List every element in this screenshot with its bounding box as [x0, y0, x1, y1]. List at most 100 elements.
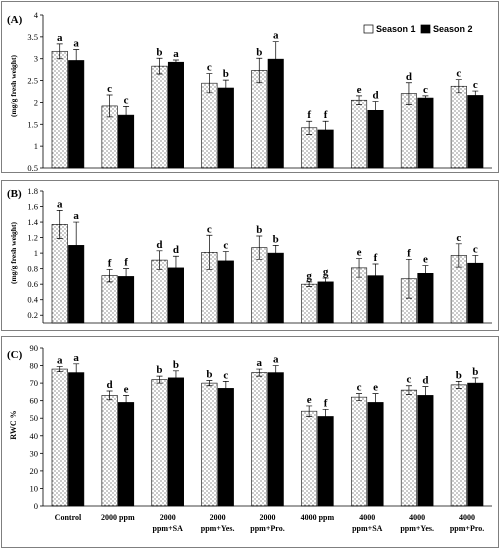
significance-letter: c — [207, 62, 212, 74]
significance-letter: a — [273, 30, 279, 42]
significance-letter: d — [406, 71, 412, 83]
error-bar-season-2 — [322, 120, 329, 140]
x-category-label: ppm+Pro. — [250, 524, 284, 533]
significance-letter: c — [107, 83, 112, 95]
x-category-label: 2000 — [260, 513, 276, 522]
significance-letter: b — [472, 366, 478, 378]
bar-season-1 — [251, 70, 268, 169]
x-category-label: 2000 ppm — [101, 513, 135, 522]
error-bar-season-1 — [405, 258, 412, 299]
x-category-label: 4000 — [409, 513, 425, 522]
significance-letter: b — [156, 364, 162, 376]
y-tick-label: 1.2 — [27, 233, 38, 243]
error-bar-season-1 — [356, 258, 363, 278]
significance-letter: b — [156, 46, 162, 58]
error-bar-season-1 — [356, 95, 363, 105]
significance-letter: d — [372, 90, 378, 102]
panel-b-y-axis-label: (mg/g fresh weight) — [9, 222, 18, 284]
legend: Season 1 Season 2 — [363, 24, 473, 34]
error-bar-season-1 — [56, 43, 63, 60]
error-bar-season-2 — [123, 106, 130, 125]
bar-season-1 — [351, 99, 368, 169]
panel-c-y-axis-label: RWC % — [9, 410, 18, 439]
significance-letter: c — [124, 94, 129, 106]
error-bar-season-1 — [56, 366, 63, 373]
error-bar-season-1 — [405, 385, 412, 395]
significance-letter: g — [323, 266, 329, 278]
y-tick-label: 40 — [30, 431, 39, 441]
error-bar-season-2 — [222, 79, 229, 97]
significance-letter: b — [206, 368, 212, 380]
significance-letter: f — [374, 252, 378, 264]
bar-season-2 — [417, 97, 434, 169]
significance-letter: f — [324, 109, 328, 121]
significance-letter: a — [173, 48, 179, 60]
significance-letter: b — [256, 224, 262, 236]
significance-letter: e — [373, 382, 378, 394]
y-tick-label: 0 — [34, 501, 38, 511]
x-category-label: 2000 — [210, 513, 226, 522]
error-bar-season-1 — [405, 82, 412, 105]
error-bar-season-2 — [422, 95, 429, 101]
error-bar-season-2 — [322, 409, 329, 424]
bar-season-2 — [267, 252, 284, 324]
error-bar-season-2 — [422, 386, 429, 405]
error-bar-season-1 — [455, 79, 462, 94]
error-bar-season-2 — [172, 370, 179, 386]
y-tick-label: 1.8 — [27, 186, 38, 196]
bar-season-2 — [267, 372, 284, 507]
panel-a-bars — [51, 41, 484, 169]
error-bar-season-1 — [256, 57, 263, 84]
bar-season-1 — [101, 395, 118, 507]
error-bar-season-2 — [172, 255, 179, 280]
significance-letter: e — [357, 247, 362, 259]
significance-letter: e — [124, 383, 129, 395]
significance-letter: a — [57, 198, 63, 210]
significance-letter: c — [423, 84, 428, 96]
error-bar-season-1 — [206, 380, 213, 387]
bar-season-1 — [301, 410, 318, 507]
bar-season-1 — [51, 224, 68, 324]
y-tick-label: 50 — [30, 413, 39, 423]
error-bar-season-2 — [73, 49, 80, 72]
y-tick-label: 10 — [30, 483, 39, 493]
y-tick-label: 80 — [30, 361, 39, 371]
bar-season-2 — [167, 377, 184, 507]
significance-letter: c — [223, 240, 228, 252]
x-category-label: ppm+Pro. — [450, 524, 484, 533]
significance-letter: b — [256, 46, 262, 58]
error-bar-season-1 — [256, 368, 263, 377]
significance-letter: e — [307, 394, 312, 406]
error-bar-season-2 — [222, 381, 229, 396]
bar-season-2 — [167, 61, 184, 169]
bar-season-2 — [217, 87, 234, 169]
error-bar-season-2 — [422, 265, 429, 282]
error-bar-season-2 — [272, 245, 279, 262]
error-bar-season-2 — [472, 377, 479, 389]
error-bar-season-1 — [156, 57, 163, 75]
significance-letter: d — [173, 244, 179, 256]
x-category-label: 4000 — [459, 513, 475, 522]
panel-a-y-ticks: 0.5 1 1.5 2 2.5 3 3.5 4 — [27, 10, 43, 173]
bar-season-1 — [450, 85, 467, 169]
error-bar-season-2 — [472, 90, 479, 101]
significance-letter: b — [223, 68, 229, 80]
x-category-label: 4000 ppm — [301, 513, 335, 522]
significance-letter: e — [423, 254, 428, 266]
significance-letter: g — [306, 270, 312, 282]
error-bar-season-2 — [372, 393, 379, 412]
x-category-label: ppm+SA — [153, 524, 184, 533]
bar-season-2 — [217, 388, 234, 507]
error-bar-season-1 — [206, 234, 213, 270]
legend-swatch-season-2 — [420, 24, 431, 34]
y-tick-label: 2 — [34, 97, 38, 107]
error-bar-season-2 — [272, 365, 279, 380]
panel-a-label: (A) — [7, 14, 23, 26]
bar-season-2 — [68, 60, 85, 169]
panel-b-y-ticks: 0.2 0.4 0.6 0.8 1 1.2 1.4 1.6 1.8 — [27, 186, 43, 320]
significance-letter: f — [124, 257, 128, 269]
error-bar-season-1 — [156, 250, 163, 270]
